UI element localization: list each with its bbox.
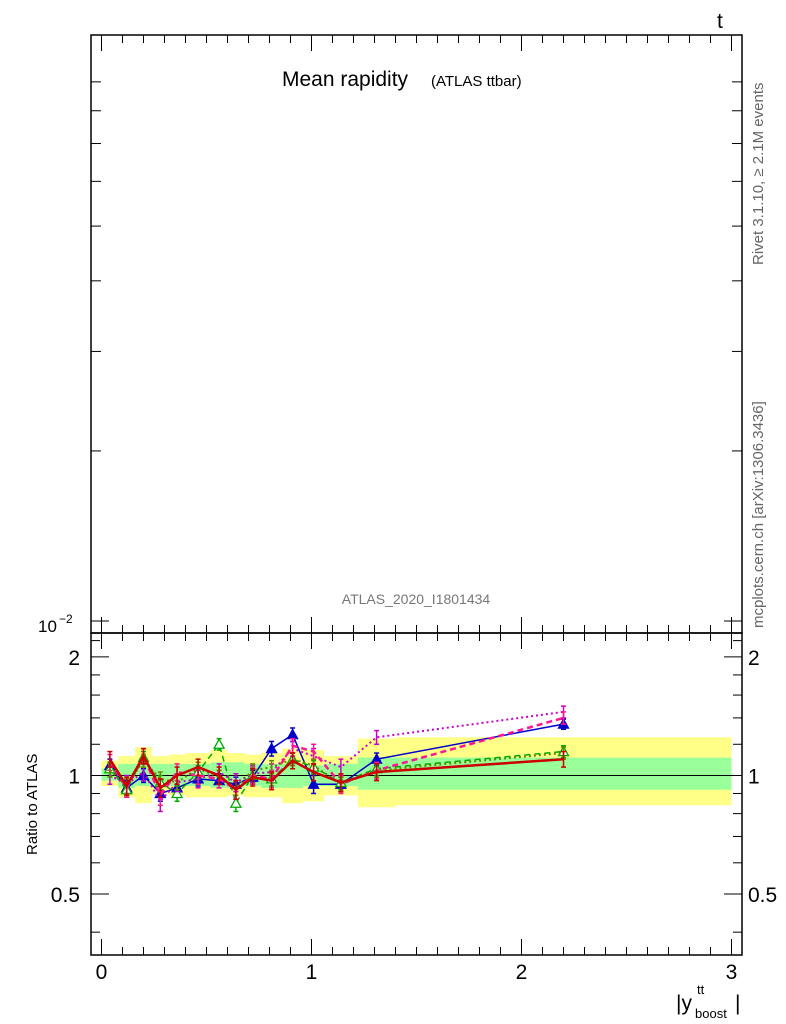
data-point-marker — [212, 737, 226, 749]
x-axis-label-main: |y — [676, 992, 692, 1015]
watermark: ATLAS_2020_I1801434 — [342, 591, 491, 607]
data-point-marker — [229, 796, 243, 808]
ratio-tick-labels: 0 1 2 3 0.5 0.5 1 1 2 2 — [51, 647, 777, 984]
main-panel-frame — [90, 34, 743, 634]
x-axis-label-close: | — [735, 992, 740, 1015]
ratio-y-axis-label: Ratio to ATLAS — [24, 754, 41, 855]
main-y-tick-exponent: −2 — [59, 612, 73, 626]
y-tick-label-right: 1 — [748, 765, 760, 788]
x-axis-label-sub: boost — [695, 1006, 727, 1021]
ratio-axis-ticks — [91, 633, 742, 955]
y-tick-label-left: 1 — [68, 765, 80, 788]
x-tick-label: 1 — [306, 961, 318, 984]
ratio-series — [103, 705, 570, 813]
main-axis-ticks — [91, 35, 742, 633]
data-point-marker — [307, 777, 320, 789]
y-tick-label-right: 2 — [748, 647, 760, 670]
x-axis-label-sup: tt — [697, 982, 705, 997]
main-subtitle: (ATLAS ttbar) — [431, 73, 522, 90]
y-tick-label-left: 2 — [68, 647, 80, 670]
main-title: Mean rapidity — [282, 68, 409, 91]
data-point-marker — [286, 728, 299, 740]
y-tick-label-right: 0.5 — [748, 884, 777, 907]
data-point-marker — [170, 787, 184, 799]
data-point-marker — [265, 742, 278, 754]
ratio-x-axis-label: |y tt boost | — [676, 982, 740, 1021]
main-panel: Mean rapidity (ATLAS ttbar) ATLAS_2020_I… — [38, 34, 743, 636]
main-y-tick-label: 10 — [38, 617, 57, 636]
corner-label: t — [717, 10, 723, 33]
ratio-panel: 0 1 2 3 0.5 0.5 1 1 2 2 Ratio to ATLAS |y tt boos… — [24, 632, 777, 1021]
y-tick-label-left: 0.5 — [51, 884, 80, 907]
side-text-top: Rivet 3.1.10, ≥ 2.1M events — [750, 83, 767, 266]
x-tick-label: 2 — [516, 961, 528, 984]
x-tick-label: 3 — [726, 961, 738, 984]
x-tick-label: 0 — [96, 961, 108, 984]
side-text-bottom: mcplots.cern.ch [arXiv:1306.3436] — [750, 401, 767, 628]
